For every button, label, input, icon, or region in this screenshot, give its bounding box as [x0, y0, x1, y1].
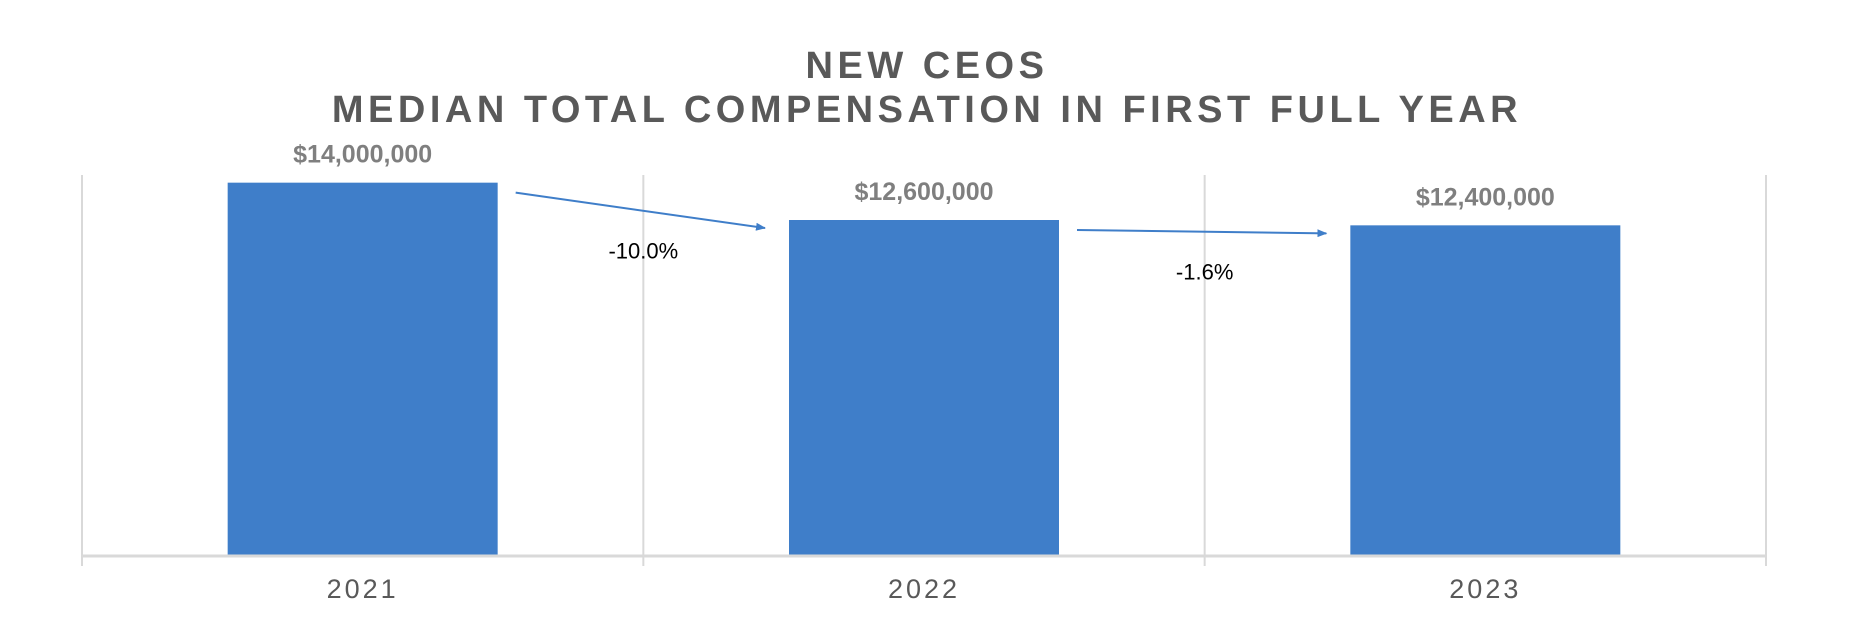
change-label-2022-2023: -1.6%: [1176, 260, 1233, 285]
plot-area: $14,000,000 2021 $12,600,000 2022 $12,400,00…: [81, 141, 1767, 604]
data-label-2023: $12,400,000: [1416, 183, 1555, 211]
data-label-2021: $14,000,000: [293, 141, 432, 169]
bar-2022: [789, 220, 1059, 556]
change-arrow-2021-2022: [515, 191, 766, 231]
data-label-2022: $12,600,000: [854, 178, 993, 206]
change-label-2021-2022: -10.0%: [608, 238, 678, 263]
chart-title: NEW CEOS MEDIAN TOTAL COMPENSATION IN FI…: [332, 45, 1522, 131]
change-arrow-2022-2023: [1076, 229, 1328, 238]
bar-2023: [1350, 225, 1621, 557]
x-tick-label-2023: 2023: [1449, 574, 1521, 604]
chart-title-line-1: NEW CEOS: [806, 45, 1049, 87]
x-tick-label-2021: 2021: [327, 574, 399, 604]
x-tick-label-2022: 2022: [888, 574, 960, 604]
bar-2021: [227, 182, 498, 556]
chart-title-line-2: MEDIAN TOTAL COMPENSATION IN FIRST FULL …: [332, 89, 1522, 131]
